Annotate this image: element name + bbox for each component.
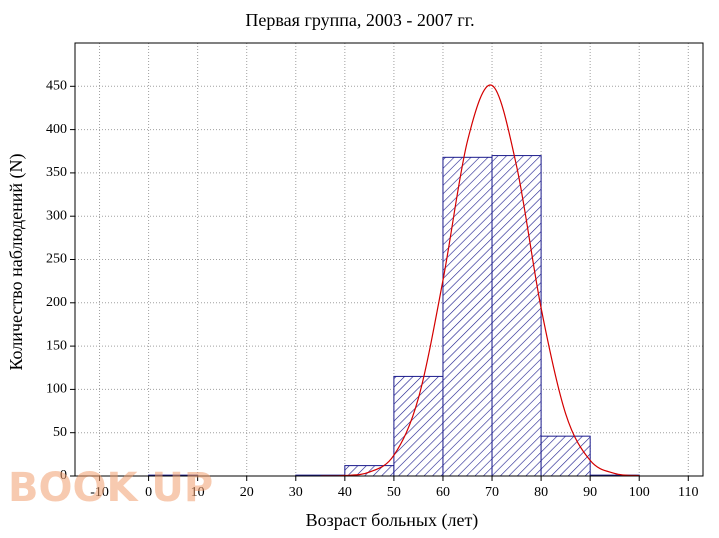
- x-tick-label: 10: [191, 485, 205, 500]
- bar: [540, 435, 591, 477]
- fit-curve: [320, 84, 640, 477]
- bar: [344, 465, 395, 477]
- y-tick-label: 100: [46, 382, 67, 397]
- x-tick-label: -10: [90, 485, 109, 500]
- bar: [442, 156, 493, 477]
- x-tick-label: 0: [145, 485, 152, 500]
- y-axis-label: Количество наблюдений (N): [6, 153, 27, 370]
- x-tick-label: 90: [583, 485, 597, 500]
- x-tick-label: 60: [436, 485, 450, 500]
- x-axis-label: Возраст больных (лет): [306, 510, 479, 531]
- y-tick-label: 200: [46, 295, 67, 310]
- y-tick-label: 50: [53, 425, 67, 440]
- chart-title: Первая группа, 2003 - 2007 гг.: [245, 10, 474, 30]
- y-tick-label: 0: [60, 468, 67, 483]
- y-tick-label: 450: [46, 79, 67, 94]
- x-tick-label: 70: [485, 485, 499, 500]
- x-tick-label: 50: [387, 485, 401, 500]
- x-tick-label: 110: [678, 485, 698, 500]
- x-tick-label: 20: [240, 485, 254, 500]
- y-tick-label: 250: [46, 252, 67, 267]
- y-tick-label: 300: [46, 208, 67, 223]
- bar: [393, 375, 444, 477]
- y-tick-label: 150: [46, 338, 67, 353]
- plot-frame: [74, 42, 704, 477]
- y-tick-label: 350: [46, 165, 67, 180]
- x-tick-label: 40: [338, 485, 352, 500]
- bar: [491, 155, 542, 477]
- x-tick-label: 80: [534, 485, 548, 500]
- watermark: BOOK UP: [8, 465, 213, 511]
- x-tick-label: 30: [289, 485, 303, 500]
- x-tick-label: 100: [629, 485, 650, 500]
- y-tick-label: 400: [46, 122, 67, 137]
